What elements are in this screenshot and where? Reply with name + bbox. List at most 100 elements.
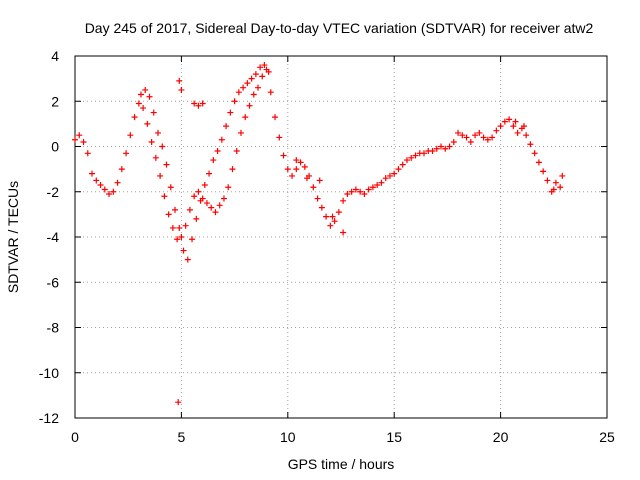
data-point <box>476 129 483 136</box>
data-point <box>408 154 415 161</box>
data-point <box>195 102 202 109</box>
data-point <box>180 247 187 254</box>
data-point <box>242 114 249 121</box>
data-point <box>80 138 87 145</box>
data-points <box>72 62 566 406</box>
data-point <box>403 157 410 164</box>
data-point <box>93 177 100 184</box>
data-point <box>218 136 225 143</box>
data-point <box>101 186 108 193</box>
data-point <box>106 191 113 198</box>
data-point <box>265 68 272 75</box>
data-point <box>450 138 457 145</box>
data-point <box>344 191 351 198</box>
data-point <box>557 184 564 191</box>
data-point <box>157 172 164 179</box>
data-point <box>250 91 257 98</box>
data-point <box>175 399 182 406</box>
data-point <box>144 120 151 127</box>
data-point <box>276 134 283 141</box>
grid-lines <box>75 56 607 418</box>
data-point <box>314 195 321 202</box>
y-tick-label: -2 <box>47 184 60 200</box>
data-point <box>489 134 496 141</box>
y-tick-label: -10 <box>39 365 59 381</box>
data-point <box>527 141 534 148</box>
data-point <box>76 132 83 139</box>
data-point <box>237 129 244 136</box>
data-point <box>159 143 166 150</box>
data-point <box>316 177 323 184</box>
x-tick-label: 15 <box>386 429 402 445</box>
data-point <box>399 161 406 168</box>
data-point <box>191 100 198 107</box>
data-point <box>255 84 262 91</box>
data-point <box>208 204 215 211</box>
data-point <box>178 86 185 93</box>
data-point <box>501 118 508 125</box>
data-point <box>484 136 491 143</box>
data-point <box>163 161 170 168</box>
data-point <box>210 157 217 164</box>
data-point <box>365 186 372 193</box>
data-point <box>137 91 144 98</box>
data-point <box>523 132 530 139</box>
data-point <box>127 132 134 139</box>
data-point <box>72 136 78 143</box>
data-point <box>301 163 308 170</box>
data-point <box>510 123 517 130</box>
data-point <box>110 188 117 195</box>
data-point <box>184 256 191 263</box>
data-point <box>246 102 253 109</box>
data-point <box>257 64 264 71</box>
data-point <box>480 134 487 141</box>
data-point <box>259 73 266 80</box>
data-point <box>512 118 519 125</box>
data-point <box>97 181 104 188</box>
data-point <box>378 179 385 186</box>
data-point <box>506 116 513 123</box>
y-tick-label: 2 <box>51 93 59 109</box>
data-point <box>220 195 227 202</box>
data-point <box>131 114 138 121</box>
data-point <box>186 206 193 213</box>
data-point <box>140 105 147 112</box>
x-tick-label: 25 <box>599 429 615 445</box>
data-point <box>223 123 230 130</box>
data-point <box>467 138 474 145</box>
data-point <box>540 168 547 175</box>
data-point <box>272 114 279 121</box>
data-point <box>142 86 149 93</box>
data-point <box>323 213 330 220</box>
data-point <box>293 157 300 164</box>
x-axis-label: GPS time / hours <box>288 456 395 472</box>
data-point <box>225 184 232 191</box>
y-tick-label: -8 <box>47 320 60 336</box>
data-point <box>189 236 196 243</box>
data-point <box>169 224 176 231</box>
data-point <box>420 150 427 157</box>
data-point <box>284 166 291 173</box>
y-tick-label: -4 <box>47 229 60 245</box>
data-point <box>438 143 445 150</box>
data-point <box>118 166 125 173</box>
data-point <box>446 143 453 150</box>
data-point <box>348 188 355 195</box>
data-point <box>544 177 551 184</box>
data-point <box>412 152 419 159</box>
data-point <box>152 154 159 161</box>
data-point <box>114 179 121 186</box>
data-point <box>146 93 153 100</box>
data-point <box>386 172 393 179</box>
data-point <box>150 109 157 116</box>
data-point <box>327 222 334 229</box>
data-point <box>167 184 174 191</box>
data-point <box>229 166 236 173</box>
data-point <box>244 80 251 87</box>
data-point <box>391 170 398 177</box>
data-point <box>199 100 206 107</box>
data-point <box>267 89 274 96</box>
data-point <box>552 179 559 186</box>
